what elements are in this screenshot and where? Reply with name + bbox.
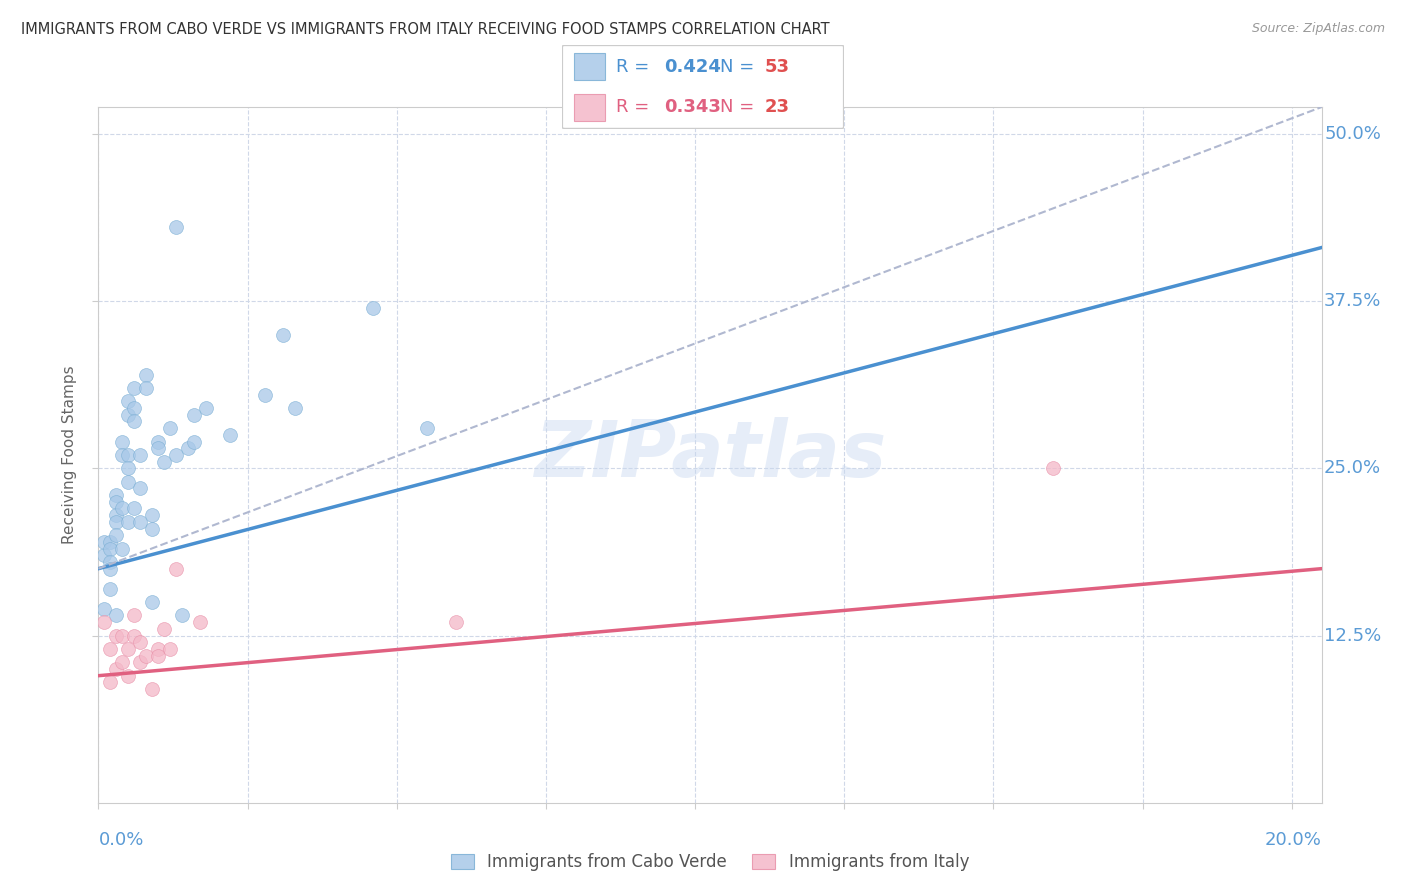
Point [122,415,145,429]
Text: 12.5%: 12.5% [1324,626,1381,645]
Point [122,608,145,623]
Point [165,448,187,462]
Point [111,434,134,449]
Point [105,494,128,508]
Point [129,515,152,529]
Point [111,448,134,462]
Point [1042,461,1064,475]
Point [105,528,128,542]
Point [117,408,139,422]
Point [93,615,115,630]
Point [117,394,139,409]
Point [254,388,277,402]
Point [135,648,157,663]
Point [105,515,128,529]
Point [122,401,145,416]
Point [183,434,205,449]
Text: 23: 23 [765,98,790,116]
Point [98,541,121,556]
Point [159,421,181,435]
Point [273,327,295,342]
Point [117,642,139,657]
Point [93,602,115,616]
Point [361,301,384,315]
Point [129,448,152,462]
Point [129,482,152,496]
Point [135,368,157,382]
Point [117,475,139,489]
Text: N =: N = [720,58,759,76]
Point [111,628,134,642]
Point [284,401,307,416]
Point [111,501,134,516]
Text: 53: 53 [765,58,790,76]
Text: R =: R = [616,58,655,76]
Point [105,608,128,623]
Point [177,442,200,456]
Text: R =: R = [616,98,655,116]
Point [141,595,163,609]
Point [111,655,134,669]
Point [159,642,181,657]
FancyBboxPatch shape [562,45,844,128]
Point [218,428,240,442]
Point [194,401,217,416]
Point [141,681,163,696]
Point [141,508,163,523]
Point [146,434,169,449]
Point [93,548,115,563]
Point [111,541,134,556]
Point [122,381,145,395]
Point [141,521,163,535]
Point [122,628,145,642]
FancyBboxPatch shape [574,94,605,120]
Point [415,421,437,435]
Point [117,448,139,462]
Point [146,442,169,456]
Text: IMMIGRANTS FROM CABO VERDE VS IMMIGRANTS FROM ITALY RECEIVING FOOD STAMPS CORREL: IMMIGRANTS FROM CABO VERDE VS IMMIGRANTS… [21,22,830,37]
Text: 0.424: 0.424 [664,58,720,76]
Text: 50.0%: 50.0% [1324,125,1381,143]
Text: ZIPatlas: ZIPatlas [534,417,886,493]
Point [129,635,152,649]
Point [153,455,176,469]
Point [105,508,128,523]
Point [117,515,139,529]
Y-axis label: Receiving Food Stamps: Receiving Food Stamps [62,366,77,544]
Point [105,488,128,502]
Point [98,675,121,690]
Point [98,555,121,569]
Text: 25.0%: 25.0% [1324,459,1381,477]
Point [98,535,121,549]
FancyBboxPatch shape [574,54,605,80]
Point [129,655,152,669]
Point [98,642,121,657]
Text: 20.0%: 20.0% [1265,830,1322,848]
Point [98,582,121,596]
Point [165,562,187,576]
Point [93,535,115,549]
Text: 0.343: 0.343 [664,98,720,116]
Text: N =: N = [720,98,759,116]
Point [188,615,211,630]
Point [183,408,205,422]
Point [117,461,139,475]
Point [146,648,169,663]
Point [165,220,187,235]
Point [170,608,193,623]
Point [122,501,145,516]
Point [98,562,121,576]
Text: 0.0%: 0.0% [98,830,143,848]
Point [105,662,128,676]
Legend: Immigrants from Cabo Verde, Immigrants from Italy: Immigrants from Cabo Verde, Immigrants f… [444,847,976,878]
Point [153,622,176,636]
Point [135,381,157,395]
Point [105,628,128,642]
Point [446,615,468,630]
Text: 37.5%: 37.5% [1324,292,1382,310]
Point [146,642,169,657]
Point [117,669,139,683]
Text: Source: ZipAtlas.com: Source: ZipAtlas.com [1251,22,1385,36]
